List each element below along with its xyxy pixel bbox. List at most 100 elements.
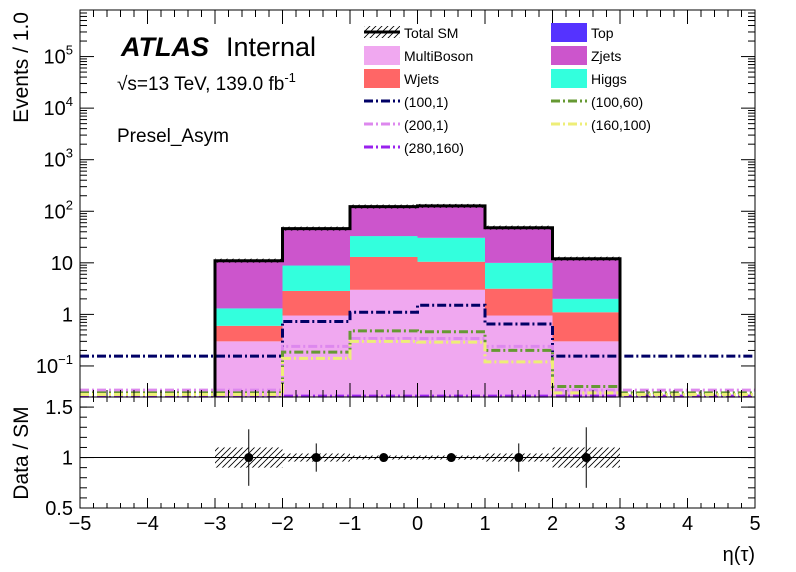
y-tick-exponent: −1 xyxy=(58,352,73,367)
y-tick-label: 10−1 xyxy=(36,352,73,378)
ratio-y-tick-label: 0.5 xyxy=(45,498,73,520)
stack-bar-multiboson xyxy=(215,341,283,397)
legend-label: (280,160) xyxy=(404,140,464,156)
stack-bar-higgs xyxy=(552,298,620,313)
stack-bar-higgs xyxy=(417,237,485,262)
legend-label: Zjets xyxy=(591,48,621,64)
y-tick-exponent: 2 xyxy=(66,197,73,212)
stack-bar-higgs xyxy=(282,265,350,291)
total-layer xyxy=(213,203,622,397)
x-tick-label: 4 xyxy=(682,513,693,535)
y-tick-base: 10 xyxy=(44,150,66,172)
main-x-axis-ticks xyxy=(79,10,756,397)
legend-label: Higgs xyxy=(591,71,627,87)
y-tick-exponent: 3 xyxy=(66,146,73,161)
legend-label: (200,1) xyxy=(404,117,448,133)
stack-bar-wjets xyxy=(417,261,485,290)
y-tick-base: 1 xyxy=(62,304,73,326)
stack-bar-wjets xyxy=(282,290,350,316)
y-tick-exponent: 4 xyxy=(66,94,73,109)
y-tick-base: 10 xyxy=(44,201,66,223)
legend-label: Total SM xyxy=(404,25,458,41)
ratio-y-axis-label: Data / SM xyxy=(10,406,33,499)
ratio-point xyxy=(446,453,456,463)
stack-bar-zjets xyxy=(282,228,350,266)
ratio-point xyxy=(581,453,591,463)
x-tick-label: 3 xyxy=(614,513,625,535)
ratio-point xyxy=(311,453,321,463)
energy-superscript: -1 xyxy=(284,70,296,85)
energy-label: √s=13 TeV, 139.0 fb-1 xyxy=(117,70,296,95)
ratio-point xyxy=(244,453,254,463)
legend-swatch-top xyxy=(551,23,587,42)
y-tick-base: 10 xyxy=(36,356,58,378)
legend-label: MultiBoson xyxy=(404,48,473,64)
y-axis-label: Events / 1.0 xyxy=(10,12,33,123)
legend-label: (160,100) xyxy=(591,117,651,133)
legend-swatch-higgs xyxy=(551,69,587,88)
region-label: Presel_Asym xyxy=(117,126,229,147)
ratio-y-tick-label: 1 xyxy=(62,448,73,470)
ratio-layer xyxy=(80,427,755,488)
internal-label: Internal xyxy=(226,32,316,62)
y-tick-label: 10 xyxy=(51,253,73,275)
stack-bar-zjets xyxy=(350,206,418,237)
ratio-panel: 0.5 1 1.5 −5 −4 −3 −2 −1 0 1 2 3 4 5 xyxy=(45,396,761,535)
x-tick-label: −3 xyxy=(204,513,227,535)
atlas-label: ATLAS xyxy=(120,32,209,62)
stack-bar-zjets xyxy=(417,205,485,238)
x-tick-label: −2 xyxy=(271,513,294,535)
stack-bar-zjets xyxy=(552,258,620,299)
y-tick-label: 1 xyxy=(62,304,73,326)
ratio-point xyxy=(379,453,389,463)
stack-bar-wjets xyxy=(552,312,620,342)
legend-label: Wjets xyxy=(404,71,439,87)
legend-swatch-multiboson xyxy=(364,46,400,65)
y-tick-base: 10 xyxy=(44,47,66,69)
legend-label: (100,60) xyxy=(591,94,643,110)
stack-bar-zjets xyxy=(215,260,283,309)
legend-label: Top xyxy=(591,25,614,41)
stack-bar-higgs xyxy=(215,308,283,326)
y-tick-base: 10 xyxy=(44,98,66,120)
x-axis: −5 −4 −3 −2 −1 0 1 2 3 4 5 xyxy=(69,397,761,535)
ratio-y-axis: 0.5 1 1.5 xyxy=(45,397,755,520)
stack-bar-higgs xyxy=(350,236,418,257)
ratio-y-tick-label: 1.5 xyxy=(45,397,73,419)
y-tick-label: 103 xyxy=(44,146,73,172)
stack-bar-zjets xyxy=(485,227,553,263)
energy-text: √s=13 TeV, 139.0 fb xyxy=(117,74,284,95)
ratio-point xyxy=(514,453,524,463)
x-tick-label: 1 xyxy=(479,513,490,535)
stack-bar-multiboson xyxy=(485,315,553,397)
stack-bar-wjets xyxy=(485,288,553,316)
y-tick-label: 105 xyxy=(44,43,73,69)
legend-swatch-zjets xyxy=(551,46,587,65)
y-tick-exponent: 5 xyxy=(66,43,73,58)
x-tick-label: −5 xyxy=(69,513,92,535)
stack-bar-wjets xyxy=(350,256,418,290)
x-tick-label: 2 xyxy=(547,513,558,535)
x-tick-label: 0 xyxy=(412,513,423,535)
y-tick-label: 102 xyxy=(44,197,73,223)
x-axis-label: η(τ) xyxy=(723,544,755,566)
signal-layer xyxy=(80,303,755,398)
legend: Total SM Top MultiBoson Zjets Wjets Higgs (100… xyxy=(364,23,651,156)
x-tick-label: 5 xyxy=(749,513,760,535)
legend-label: (100,1) xyxy=(404,94,448,110)
stack-bar-multiboson xyxy=(282,315,350,397)
y-tick-label: 104 xyxy=(44,94,73,120)
x-tick-label: −1 xyxy=(339,513,362,535)
stack-bar-multiboson xyxy=(350,289,418,397)
y-tick-base: 10 xyxy=(51,253,73,275)
stack-layer xyxy=(215,205,620,397)
x-tick-label: −4 xyxy=(136,513,159,535)
signal-line-(160,100) xyxy=(80,339,755,396)
stack-bar-higgs xyxy=(485,262,553,289)
legend-swatch-wjets xyxy=(364,69,400,88)
stack-bar-wjets xyxy=(215,325,283,342)
ratio-plot-frame xyxy=(79,396,756,509)
